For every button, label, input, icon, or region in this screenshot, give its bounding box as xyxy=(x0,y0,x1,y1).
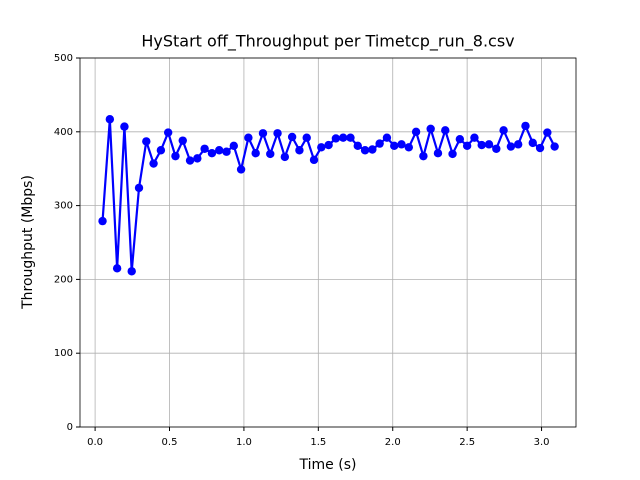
data-point xyxy=(324,140,333,150)
data-point xyxy=(309,155,319,165)
data-point xyxy=(244,133,253,142)
data-point xyxy=(120,122,129,131)
data-point xyxy=(215,146,224,155)
data-point xyxy=(346,133,355,142)
data-point xyxy=(543,128,552,137)
data-point xyxy=(426,124,435,134)
data-point xyxy=(528,138,537,148)
data-point xyxy=(338,133,348,142)
data-point xyxy=(185,156,195,165)
data-point xyxy=(448,149,457,159)
x-tick-label: 2.0 xyxy=(385,437,401,448)
y-tick-label: 500 xyxy=(54,53,73,64)
data-point xyxy=(287,132,297,142)
y-tick-label: 400 xyxy=(54,127,73,138)
data-point xyxy=(171,151,180,161)
data-point xyxy=(127,267,136,276)
data-point xyxy=(484,140,494,149)
x-tick-label: 3.0 xyxy=(534,437,550,448)
x-tick-label: 2.5 xyxy=(459,437,475,448)
data-point xyxy=(258,129,268,138)
data-point xyxy=(499,126,508,135)
data-point xyxy=(535,143,545,153)
data-point xyxy=(492,144,501,153)
data-point xyxy=(353,141,362,151)
data-point xyxy=(200,144,209,153)
data-point xyxy=(513,140,523,149)
chart-title: HyStart off_Throughput per Timetcp_run_8… xyxy=(141,32,514,52)
data-point xyxy=(105,115,115,124)
data-point xyxy=(295,146,304,155)
data-point xyxy=(266,149,275,159)
data-point xyxy=(390,141,399,151)
y-axis-label: Throughput (Mbps) xyxy=(20,175,36,310)
data-point xyxy=(134,183,144,193)
data-point xyxy=(178,136,187,145)
data-point xyxy=(280,152,290,162)
y-tick-label: 100 xyxy=(54,348,73,359)
data-point xyxy=(317,143,326,152)
x-tick-label: 1.5 xyxy=(310,437,326,448)
data-point xyxy=(375,139,384,148)
data-point xyxy=(236,165,246,174)
data-point xyxy=(331,134,341,143)
data-point xyxy=(455,134,465,144)
data-point xyxy=(506,142,516,151)
data-point xyxy=(222,147,231,156)
data-point xyxy=(397,140,406,149)
data-point xyxy=(477,140,486,150)
data-point xyxy=(404,143,414,152)
data-point xyxy=(251,149,260,158)
data-point xyxy=(163,128,173,137)
data-point xyxy=(433,149,443,158)
data-point xyxy=(156,146,166,155)
data-point xyxy=(112,264,122,273)
data-point xyxy=(462,141,472,151)
data-point xyxy=(149,159,158,168)
data-point xyxy=(419,151,428,161)
data-point xyxy=(360,146,370,155)
x-tick-label: 0.5 xyxy=(162,437,178,448)
x-axis-label: Time (s) xyxy=(299,457,357,473)
data-point xyxy=(98,216,107,226)
data-point xyxy=(207,149,217,158)
data-point xyxy=(382,133,392,142)
y-tick-label: 200 xyxy=(54,274,73,285)
data-point xyxy=(550,142,559,151)
data-point xyxy=(368,145,377,154)
plot-frame xyxy=(79,57,577,428)
data-point xyxy=(521,121,530,131)
data-point xyxy=(142,137,151,146)
data-point xyxy=(229,141,239,151)
data-point xyxy=(441,126,450,135)
data-point xyxy=(470,133,479,142)
data-point xyxy=(411,127,421,136)
y-tick-label: 0 xyxy=(67,422,73,433)
x-tick-label: 0.0 xyxy=(87,437,103,448)
y-tick-label: 300 xyxy=(54,201,73,212)
x-tick-label: 1.0 xyxy=(236,437,252,448)
data-point xyxy=(273,129,282,138)
data-point xyxy=(193,154,202,163)
data-point xyxy=(302,133,311,142)
